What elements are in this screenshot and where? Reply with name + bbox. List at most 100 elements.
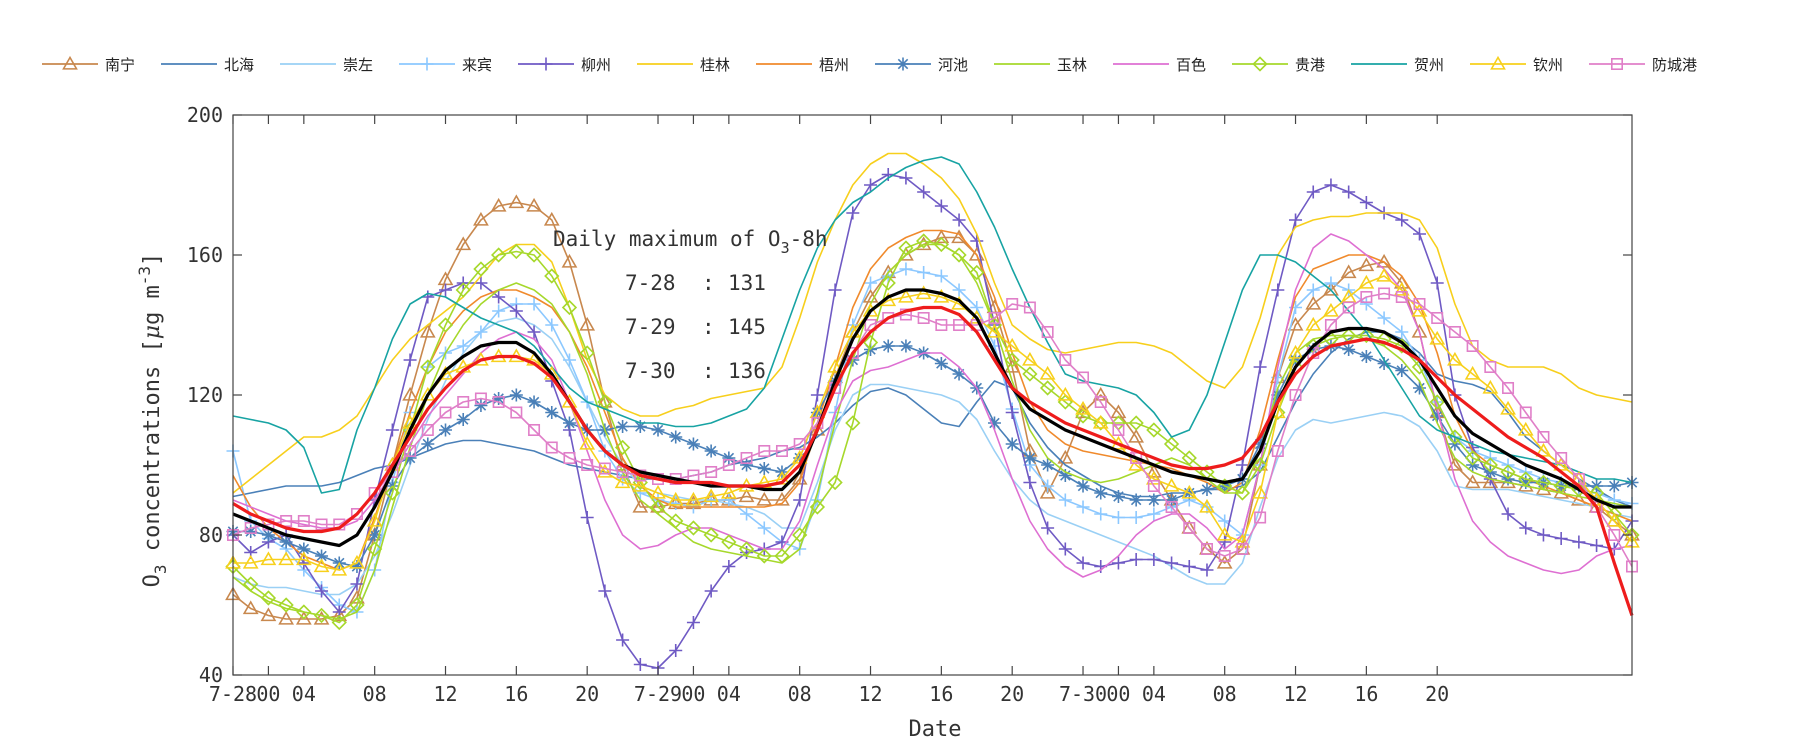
series-14-point [297, 514, 310, 527]
series-5-point [1111, 556, 1125, 570]
series-4-point [757, 521, 771, 535]
series-8-point [1430, 409, 1444, 423]
legend-marker [539, 57, 553, 71]
series-14-point [1342, 301, 1355, 314]
series-4-point [934, 269, 948, 283]
x-tick-label: 7-30 [1059, 682, 1107, 706]
series-2-line [232, 331, 1633, 508]
annotation-line-7-29: 7-29:145 [625, 315, 766, 339]
series-14-point [1059, 353, 1072, 366]
series-5-point [828, 283, 842, 297]
series-8-point [1395, 364, 1409, 377]
series-8-point [704, 444, 718, 458]
series-11-point [455, 282, 471, 298]
series-13-point [915, 285, 932, 300]
series-14-point [1112, 423, 1125, 436]
series-11-point [579, 345, 595, 361]
series-14-point [1165, 500, 1178, 513]
series-5-point [1536, 528, 1550, 542]
series-13-point [278, 551, 295, 566]
series-4-point [740, 507, 754, 521]
series-5-point [527, 325, 541, 339]
legend-entry-7: 梧州 [756, 56, 849, 74]
series-5-point [509, 304, 523, 318]
series-14-point [598, 462, 611, 475]
x-tick-label: 00 [681, 682, 705, 706]
series-8-point [1377, 357, 1391, 370]
series-4-point [1094, 507, 1108, 521]
series-14-point [1431, 311, 1444, 324]
series-11-point [1093, 415, 1109, 431]
series-8-point [1129, 493, 1143, 507]
series-8-point [1200, 483, 1214, 496]
series-3-line [232, 317, 1633, 596]
series-14-point [1041, 325, 1054, 338]
series-5-point [1430, 276, 1444, 290]
legend-label: 钦州 [1533, 56, 1563, 74]
series-5-point [1129, 553, 1143, 566]
series-11-point [650, 499, 666, 515]
legend-label: 玉林 [1057, 56, 1087, 74]
series-13-point [1553, 456, 1570, 471]
series-14-point [244, 521, 257, 534]
x-tick-label: 7-29 [634, 682, 682, 706]
series-8-point [757, 462, 771, 475]
series-5-point [810, 388, 824, 402]
series-4-point [492, 304, 506, 318]
series-8-point [350, 560, 364, 573]
legend-label: 贺州 [1414, 56, 1444, 74]
series-4-point [1111, 511, 1125, 524]
legend-marker [62, 55, 78, 70]
legend-entry-2: 北海 [161, 56, 254, 74]
legend-entry-8: 河池 [875, 56, 968, 74]
series-8 [226, 339, 1639, 573]
series-11-point [1128, 415, 1144, 431]
x-tick-label: 16 [929, 682, 953, 706]
series-5-point [598, 584, 612, 598]
series-11-point [313, 607, 330, 624]
series-1-point [1145, 463, 1162, 478]
series-1-point [508, 194, 525, 209]
series-1-point [242, 600, 259, 615]
series-13-point [667, 491, 684, 506]
series-1-point [1216, 554, 1233, 569]
series-11-point [296, 604, 312, 620]
series-5-point [1165, 556, 1179, 570]
x-tick-label: 12 [1283, 682, 1307, 706]
x-tick-label: 12 [433, 682, 457, 706]
annotation-title-post: -8h [790, 227, 828, 251]
series-12 [232, 156, 1633, 494]
annotation-title-sub: 3 [781, 239, 790, 257]
series-8-point [1607, 479, 1621, 493]
series-1-point [1305, 295, 1322, 310]
series-11-point [260, 590, 277, 606]
series-14-point [1484, 360, 1497, 373]
series-16 [232, 305, 1634, 617]
series-14-point [882, 311, 895, 324]
series-5-point [899, 171, 913, 185]
y-axis-title: O3 concentrations [μg m-3] [135, 253, 170, 588]
x-axis-title: Date [909, 717, 962, 742]
x-tick-label: 16 [1354, 682, 1378, 706]
series-13-point [1075, 400, 1091, 415]
series-5-point [793, 493, 807, 507]
series-14-point [1466, 339, 1479, 352]
legend-label: 崇左 [343, 56, 373, 74]
series-8-point [527, 395, 541, 409]
legend-entry-14: 防城港 [1589, 56, 1697, 74]
series-1-point [1128, 428, 1145, 443]
series-13-point [720, 484, 737, 499]
series-8-point [1005, 437, 1019, 451]
series-5-point [952, 213, 966, 227]
series-15-line [232, 288, 1632, 548]
series-5-point [1218, 535, 1232, 549]
series-8-point [934, 357, 948, 370]
series-5-point [669, 644, 683, 657]
series-5-point [297, 556, 311, 570]
legend-entry-13: 钦州 [1470, 55, 1563, 74]
legend-label: 来宾 [462, 56, 492, 74]
series-8-point [368, 528, 382, 542]
series-11-point [1181, 450, 1197, 466]
series-13-point [1305, 316, 1322, 331]
